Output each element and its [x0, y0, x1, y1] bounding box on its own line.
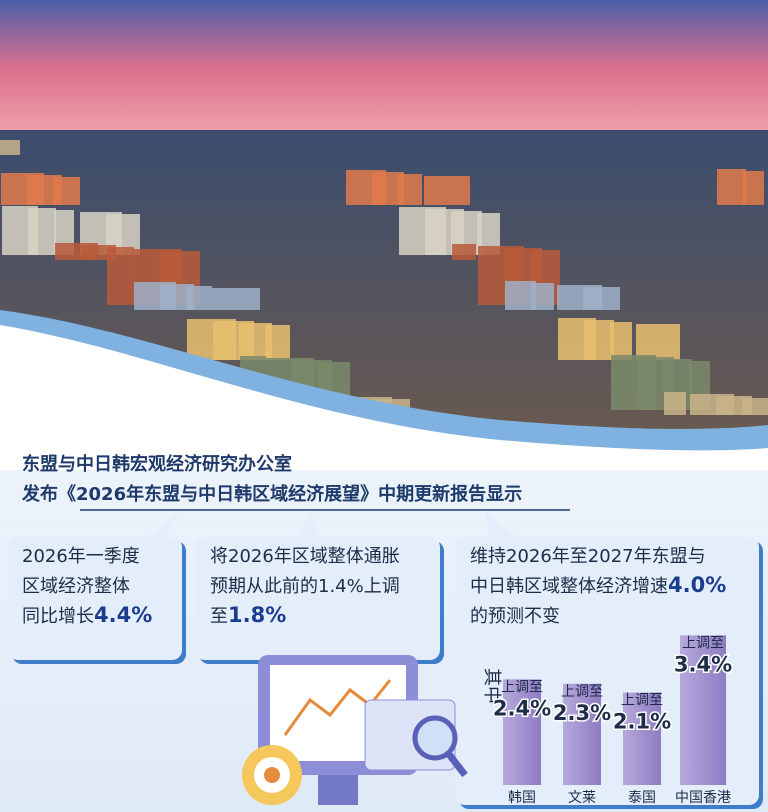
illustration	[242, 655, 468, 805]
building	[558, 318, 596, 360]
box	[8, 537, 182, 660]
box-text: 的预测不变	[470, 606, 560, 627]
bar-prefix: 上调至	[682, 635, 724, 651]
bar-prefix: 上调至	[561, 684, 603, 700]
box-line: 区域经济整体	[22, 576, 130, 597]
bar-prefix: 上调至	[501, 679, 543, 695]
building	[399, 207, 446, 255]
bar	[563, 683, 601, 785]
building	[2, 206, 38, 255]
buildings	[0, 140, 768, 415]
box-line: 维持2026年至2027年东盟与	[470, 546, 706, 567]
sky	[0, 0, 768, 135]
building	[212, 288, 260, 310]
building	[636, 324, 680, 360]
building	[477, 213, 500, 255]
header-line: 东盟与中日韩宏观经济研究办公室	[22, 453, 292, 475]
building	[664, 392, 686, 415]
box-text: 维持2026年至2027年东盟与	[470, 546, 706, 567]
bar-value: 2.4%	[493, 696, 551, 720]
box-line: 中日韩区域整体经济增速4.0%	[470, 573, 726, 597]
box-tail	[485, 510, 515, 537]
bar-value: 2.1%	[613, 710, 671, 734]
building	[610, 322, 632, 360]
box-line: 至1.8%	[210, 603, 286, 627]
bar-category: 中国香港	[675, 790, 731, 806]
content: 2026年一季度区域经济整体同比增长4.4%将2026年区域整体通胀预期从此前的…	[22, 546, 734, 806]
box-highlight: 4.0%	[668, 573, 726, 597]
box-text: 至	[210, 606, 228, 627]
building	[743, 171, 764, 205]
bar-value: 3.4%	[674, 652, 732, 676]
box-text: 中日韩区域整体经济增速	[470, 576, 668, 597]
wave-white	[0, 325, 768, 470]
bar-category: 泰国	[628, 790, 656, 806]
box-text: 2026年一季度	[22, 546, 140, 567]
building	[0, 140, 20, 155]
building	[611, 355, 656, 410]
header-line: 发布《2026年东盟与中日韩区域经济展望》中期更新报告显示	[21, 483, 522, 505]
building	[690, 394, 734, 415]
bar-category: 韩国	[508, 790, 536, 806]
box-highlight: 4.4%	[94, 603, 152, 627]
bar-prefix: 上调至	[621, 693, 663, 709]
box-text: 区域经济整体	[22, 576, 130, 597]
building	[505, 281, 536, 310]
magnifier	[412, 715, 458, 761]
box-line: 的预测不变	[470, 606, 560, 627]
box-text: 预期从此前的1.4%上调	[210, 576, 400, 597]
building	[424, 176, 470, 205]
building	[346, 170, 386, 205]
building	[55, 243, 98, 260]
bar	[623, 692, 661, 785]
bar	[680, 635, 726, 785]
bar-category: 文莱	[568, 790, 596, 806]
target-center	[264, 767, 280, 783]
bar-value: 2.3%	[553, 701, 611, 725]
building	[187, 319, 236, 360]
box-tail	[300, 510, 320, 537]
building	[557, 285, 602, 310]
building	[1, 173, 44, 205]
box	[195, 537, 440, 660]
building	[531, 283, 554, 310]
box-highlight: 1.8%	[228, 603, 286, 627]
monitor-stand	[318, 775, 358, 805]
box-line: 2026年一季度	[22, 546, 140, 567]
building	[452, 244, 476, 260]
building	[717, 169, 746, 205]
magnifier-handle	[445, 750, 468, 778]
building	[134, 282, 176, 310]
box-line: 将2026年区域整体通胀	[210, 546, 400, 567]
box-line: 预期从此前的1.4%上调	[210, 576, 400, 597]
bar	[503, 679, 541, 785]
box-text: 同比增长	[22, 606, 94, 627]
note: 其中	[481, 668, 502, 704]
box-tail	[150, 512, 178, 537]
box-line: 同比增长4.4%	[22, 603, 152, 627]
box-text: 将2026年区域整体通胀	[210, 546, 400, 567]
